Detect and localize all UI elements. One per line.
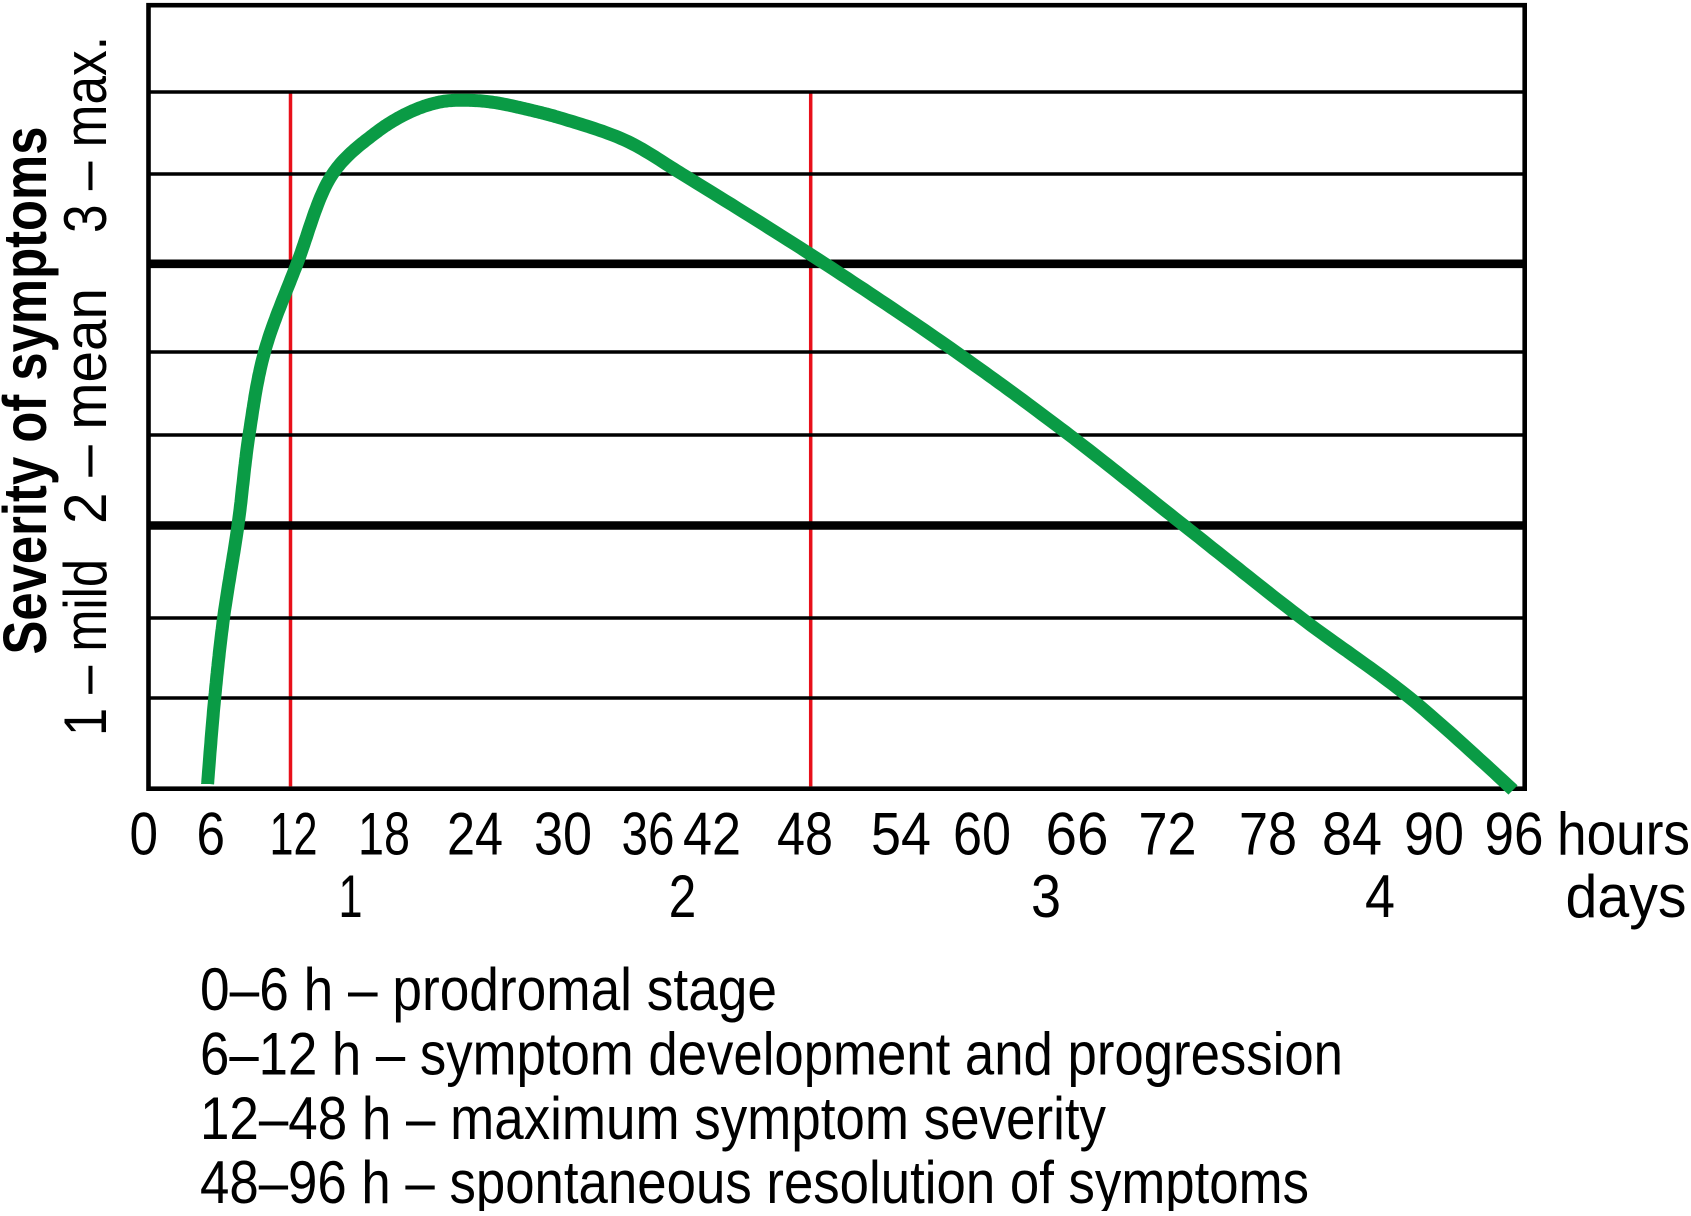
svg-text:0–6 h – prodromal stage: 0–6 h – prodromal stage: [200, 956, 777, 1023]
svg-text:30: 30: [534, 801, 592, 868]
svg-text:18: 18: [358, 801, 410, 868]
svg-text:36: 36: [622, 801, 675, 868]
svg-text:48: 48: [777, 801, 833, 868]
svg-text:1: 1: [339, 863, 363, 930]
svg-text:96: 96: [1485, 801, 1544, 868]
svg-text:12: 12: [270, 801, 318, 868]
svg-text:66: 66: [1046, 801, 1109, 868]
svg-text:Severity of symptoms: Severity of symptoms: [0, 127, 60, 655]
svg-text:48–96 h – spontaneous resoluti: 48–96 h – spontaneous resolution of symp…: [200, 1149, 1309, 1211]
svg-text:6: 6: [197, 801, 226, 868]
svg-text:3 – max.: 3 – max.: [52, 36, 119, 233]
svg-text:54: 54: [871, 801, 931, 868]
svg-text:24: 24: [447, 801, 503, 868]
svg-text:84: 84: [1322, 801, 1382, 868]
svg-text:4: 4: [1365, 863, 1395, 930]
svg-text:72: 72: [1139, 801, 1197, 868]
svg-text:12–48 h – maximum symptom seve: 12–48 h – maximum symptom severity: [200, 1085, 1106, 1152]
svg-text:3: 3: [1031, 863, 1061, 930]
svg-text:2: 2: [669, 863, 697, 930]
svg-text:42: 42: [683, 801, 741, 868]
svg-text:hours: hours: [1557, 801, 1690, 868]
svg-text:90: 90: [1404, 801, 1464, 868]
svg-text:days: days: [1566, 863, 1687, 930]
svg-text:0: 0: [129, 801, 158, 868]
svg-text:6–12 h – symptom development a: 6–12 h – symptom development and progres…: [200, 1021, 1343, 1088]
svg-text:60: 60: [953, 801, 1011, 868]
svg-text:78: 78: [1239, 801, 1297, 868]
svg-text:1 – mild: 1 – mild: [52, 559, 119, 736]
svg-text:2 – mean: 2 – mean: [52, 288, 119, 524]
